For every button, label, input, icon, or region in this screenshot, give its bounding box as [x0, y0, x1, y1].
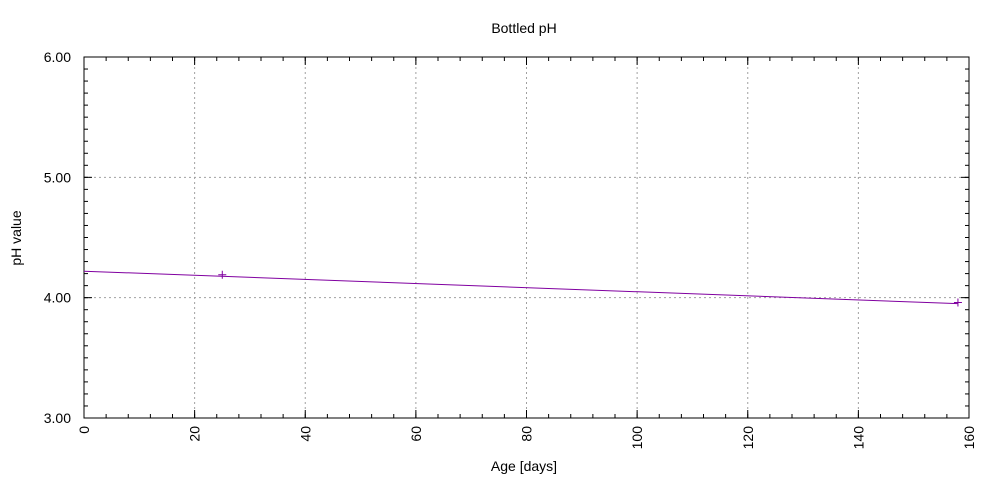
- x-tick-label: 20: [187, 426, 203, 442]
- series-line-fit: [83, 270, 958, 305]
- x-tick-label: 100: [629, 426, 645, 450]
- grid-lines: [84, 57, 969, 418]
- x-tick-label: 120: [740, 426, 756, 450]
- y-tick-label: 6.00: [44, 49, 71, 65]
- plot-area-frame: [83, 56, 970, 419]
- x-tick-label: 140: [850, 426, 866, 450]
- y-tick-label: 3.00: [44, 410, 71, 426]
- y-tick-label: 4.00: [44, 290, 71, 306]
- y-tick-label: 5.00: [44, 169, 71, 185]
- x-tick-label: 80: [519, 426, 535, 442]
- x-tick-label: 60: [408, 426, 424, 442]
- chart-title: Bottled pH: [491, 20, 556, 36]
- x-tick-label: 0: [76, 426, 92, 434]
- x-tick-label: 40: [297, 426, 313, 442]
- data-point-marker: [953, 298, 962, 307]
- data-point-marker: [218, 270, 227, 279]
- x-tick-label: 160: [961, 426, 977, 450]
- y-axis-label: pH value: [8, 210, 24, 265]
- tick-labels: 0 20 40 60 80 100 120 140 160 3.00 4.00 5.00 6.00: [44, 49, 977, 449]
- series-layer: [83, 270, 962, 307]
- x-axis-label: Age [days]: [491, 458, 557, 474]
- minor-ticks: [83, 56, 970, 419]
